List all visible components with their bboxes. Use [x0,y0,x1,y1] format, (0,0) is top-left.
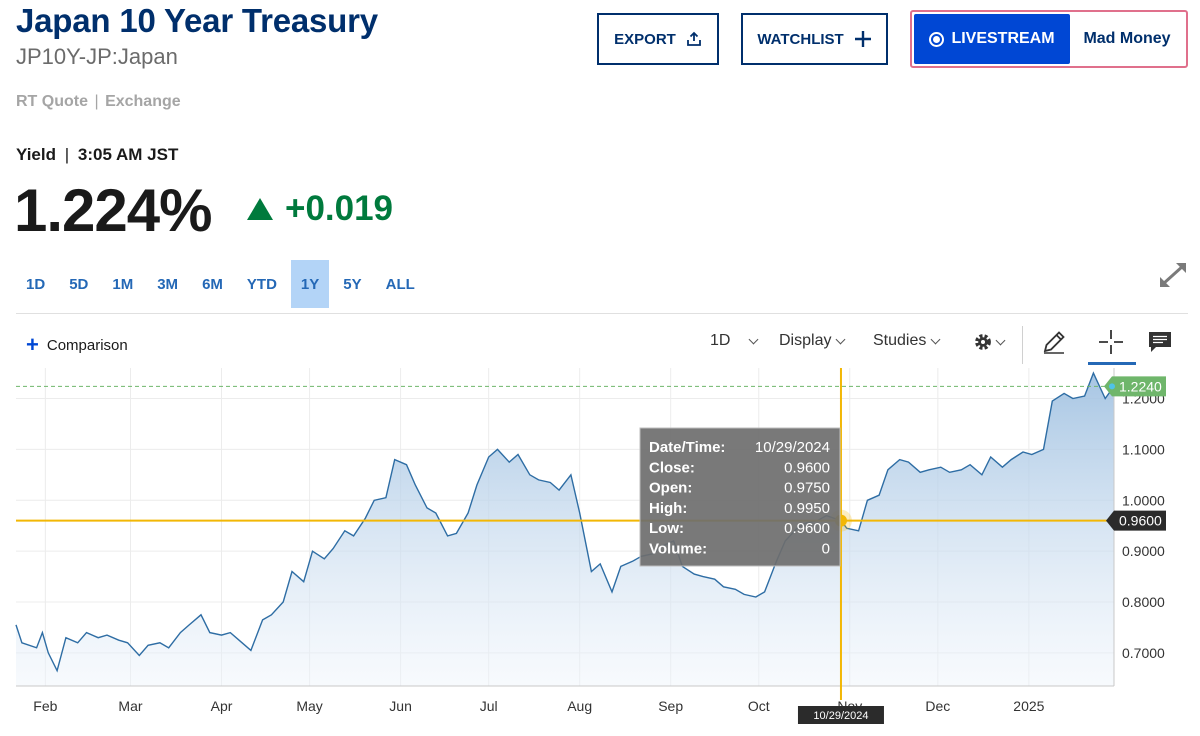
y-tick-label: 0.7000 [1122,645,1165,661]
x-tick-label: Sep [658,698,683,714]
range-ytd[interactable]: YTD [246,275,277,293]
yield-separator: | [64,145,70,164]
live-dot-icon [929,31,945,47]
rt-quote-separator: | [94,93,99,110]
plus-icon: + [26,332,39,357]
interval-dropdown[interactable]: 1D [710,332,759,350]
tooltip-label: High: [649,500,687,517]
livestream-promo[interactable]: LIVESTREAM Mad Money [910,10,1188,68]
livestream-label: LIVESTREAM [951,30,1055,47]
page-title: Japan 10 Year Treasury [16,2,378,39]
tooltip-value: 0.9600 [784,520,830,537]
range-3m[interactable]: 3M [157,275,179,293]
pencil-icon[interactable] [1040,328,1068,356]
x-tick-label: May [296,698,322,714]
range-1d[interactable]: 1D [26,275,46,293]
expand-icon[interactable] [1156,259,1190,291]
current-value-dot [1109,383,1115,390]
range-5d[interactable]: 5D [69,275,89,293]
range-5y[interactable]: 5Y [343,275,362,293]
comment-icon[interactable] [1146,328,1174,356]
tooltip-value: 0.9750 [784,480,830,497]
crosshair-icon[interactable] [1097,328,1125,356]
crosshair-date-label: 10/29/2024 [813,710,868,722]
quote-source: RT Quote | Exchange [16,93,181,111]
tooltip-value: 0 [822,541,830,558]
x-tick-label: Apr [211,698,233,714]
tooltip-label: Open: [649,480,692,497]
series-line [15,371,1115,673]
watchlist-label: WATCHLIST [757,30,844,48]
export-label: EXPORT [614,30,676,48]
tooltip-label: Close: [649,459,695,476]
display-label: Display [779,332,832,349]
yield-value: 1.224% [14,177,212,244]
comparison-label: Comparison [46,336,128,354]
chevron-down-icon [930,334,941,345]
tooltip-value: 0.9950 [784,500,830,517]
show-name[interactable]: Mad Money [1083,30,1171,47]
toolbar-divider [16,313,1188,314]
y-tick-label: 0.8000 [1122,594,1165,610]
watchlist-button[interactable]: WATCHLIST [741,13,888,65]
tooltip-value: 10/29/2024 [755,439,830,456]
quote-time: 3:05 AM JST [77,145,179,164]
livestream-button[interactable]: LIVESTREAM [914,14,1070,64]
rt-quote-label: RT Quote [16,93,88,110]
range-6m[interactable]: 6M [202,275,223,293]
yield-timestamp: Yield | 3:05 AM JST [16,145,178,165]
range-1m[interactable]: 1M [112,275,134,293]
comparison-button[interactable]: + Comparison [26,332,128,357]
export-button[interactable]: EXPORT [597,13,719,65]
x-tick-label: 2025 [1013,698,1044,714]
crosshair-value-label: 0.9600 [1119,513,1162,529]
x-tick-label: Feb [33,698,57,714]
plus-icon [854,31,871,47]
yield-label: Yield [16,145,56,164]
active-tool-indicator [1088,362,1136,365]
x-tick-label: Mar [118,698,142,714]
x-tick-label: Dec [925,698,950,714]
toolbar-separator [1022,326,1023,364]
display-dropdown[interactable]: Display [779,332,846,350]
series-area [16,373,1114,686]
x-tick-label: Aug [567,698,592,714]
crosshair-date-marker [797,706,884,724]
range-selector: 1D 5D 1M 3M 6M YTD 1Y 5Y ALL [16,260,429,308]
data-tooltip [639,427,841,567]
x-tick-label: Jul [480,698,498,714]
tooltip-value: 0.9600 [784,459,830,476]
y-tick-label: 1.1000 [1122,441,1165,457]
y-tick-label: 1.0000 [1122,492,1165,508]
tooltip-label: Date/Time: [649,439,725,456]
range-1y[interactable]: 1Y [290,260,330,308]
x-tick-label: Jun [389,698,412,714]
crosshair-value-marker [1106,510,1166,531]
tooltip-label: Volume: [649,541,707,558]
x-tick-label: Oct [748,698,770,714]
tooltip-label: Low: [649,520,684,537]
gear-icon [975,334,991,350]
y-tick-label: 0.9000 [1122,543,1165,559]
current-value-marker [1104,376,1166,397]
studies-dropdown[interactable]: Studies [873,332,941,350]
symbol-label: JP10Y-JP:Japan [16,44,178,69]
interval-label: 1D [710,332,731,349]
settings-dropdown[interactable] [973,332,1006,352]
yield-change: +0.019 [247,189,393,229]
chevron-down-icon [836,334,846,345]
up-arrow-icon [247,198,273,220]
range-all[interactable]: ALL [385,275,415,293]
chevron-down-icon [749,334,759,345]
change-value: +0.019 [285,189,394,228]
studies-label: Studies [873,332,927,349]
share-icon [686,31,701,46]
exchange-label: Exchange [105,93,181,110]
chevron-down-icon [995,335,1006,346]
current-value-label: 1.2240 [1119,378,1162,394]
